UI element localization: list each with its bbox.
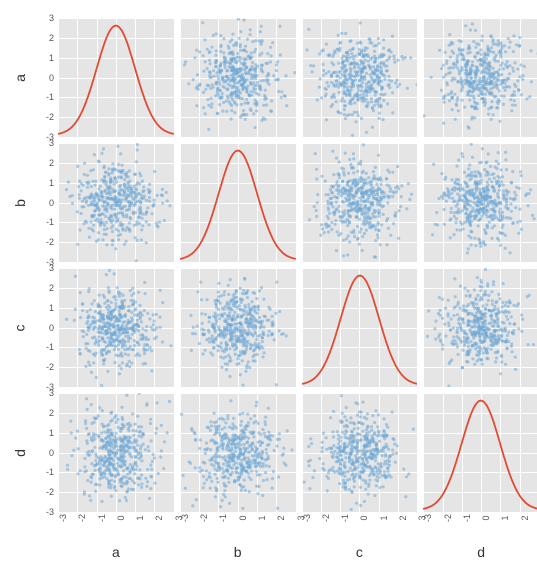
x-axis-label-c: c bbox=[302, 544, 418, 560]
ytick-label: 0 bbox=[36, 198, 54, 208]
kde-diag-d bbox=[423, 393, 537, 512]
ytick-label: -1 bbox=[36, 92, 54, 102]
xtick-label: 0 bbox=[359, 515, 369, 520]
ytick-label: -3 bbox=[36, 507, 54, 517]
xtick-label: 0 bbox=[481, 515, 491, 520]
scatter-c-vs-d bbox=[302, 393, 418, 512]
xtick-label: -1 bbox=[218, 514, 228, 522]
ytick-label: 1 bbox=[36, 428, 54, 438]
xtick-label: -3 bbox=[180, 514, 190, 522]
xtick-label: 1 bbox=[257, 515, 267, 520]
xtick-label: 1 bbox=[500, 515, 510, 520]
scatter-b-vs-a bbox=[180, 18, 296, 137]
xtick-label: -1 bbox=[340, 514, 350, 522]
kde-diag-b bbox=[180, 143, 296, 262]
scatter-c-vs-a bbox=[302, 18, 418, 137]
ytick-label: -1 bbox=[36, 467, 54, 477]
ytick-label: -2 bbox=[36, 362, 54, 372]
kde-line bbox=[58, 26, 174, 134]
xtick-label: 2 bbox=[520, 515, 530, 520]
ytick-label: 3 bbox=[36, 263, 54, 273]
scatter-a-vs-b bbox=[58, 143, 174, 262]
ytick-label: 1 bbox=[36, 178, 54, 188]
xtick-label: 1 bbox=[379, 515, 389, 520]
ytick-label: 2 bbox=[36, 33, 54, 43]
y-axis-label-d: d bbox=[12, 449, 28, 457]
xtick-label: -3 bbox=[302, 514, 312, 522]
ytick-label: 3 bbox=[36, 13, 54, 23]
xtick-label: -3 bbox=[58, 514, 68, 522]
ytick-label: 2 bbox=[36, 158, 54, 168]
kde-diag-c bbox=[302, 268, 418, 387]
xtick-label: 2 bbox=[154, 515, 164, 520]
ytick-label: -1 bbox=[36, 342, 54, 352]
scatter-d-vs-a bbox=[423, 18, 537, 137]
xtick-label: 2 bbox=[398, 515, 408, 520]
ytick-label: 0 bbox=[36, 448, 54, 458]
xtick-label: 2 bbox=[276, 515, 286, 520]
xtick-label: 1 bbox=[135, 515, 145, 520]
scatter-a-vs-c bbox=[58, 268, 174, 387]
ytick-label: 2 bbox=[36, 408, 54, 418]
x-axis-label-b: b bbox=[180, 544, 296, 560]
ytick-label: -1 bbox=[36, 217, 54, 227]
y-axis-label-c: c bbox=[12, 324, 28, 331]
scatter-d-vs-c bbox=[423, 268, 537, 387]
ytick-label: 3 bbox=[36, 138, 54, 148]
ytick-label: 2 bbox=[36, 283, 54, 293]
scatter-b-vs-c bbox=[180, 268, 296, 387]
xtick-label: 0 bbox=[116, 515, 126, 520]
kde-line bbox=[423, 401, 537, 509]
ytick-label: 0 bbox=[36, 323, 54, 333]
xtick-label: -1 bbox=[97, 514, 107, 522]
x-axis-label-a: a bbox=[58, 544, 174, 560]
y-axis-label-b: b bbox=[12, 199, 28, 207]
kde-line bbox=[180, 151, 296, 259]
ytick-label: -2 bbox=[36, 112, 54, 122]
scatter-d-vs-b bbox=[423, 143, 537, 262]
xtick-label: -2 bbox=[199, 514, 209, 522]
ytick-label: 3 bbox=[36, 388, 54, 398]
ytick-label: 0 bbox=[36, 73, 54, 83]
ytick-label: -2 bbox=[36, 237, 54, 247]
xtick-label: 0 bbox=[238, 515, 248, 520]
ytick-label: 1 bbox=[36, 53, 54, 63]
x-axis-label-d: d bbox=[423, 544, 537, 560]
kde-line bbox=[302, 276, 418, 384]
xtick-label: -2 bbox=[443, 514, 453, 522]
xtick-label: -1 bbox=[462, 514, 472, 522]
pair-plot-grid: -3 -2 -1 0 1 2 3 -3 -2 -1 0 1 2 3 -3 -2 -1 0 1 2 3 -3 -2 -1 0 1 2 3… bbox=[10, 10, 537, 564]
scatter-a-vs-d bbox=[58, 393, 174, 512]
y-axis-label-a: a bbox=[12, 74, 28, 82]
scatter-b-vs-d bbox=[180, 393, 296, 512]
xtick-label: -2 bbox=[77, 514, 87, 522]
xtick-label: -3 bbox=[423, 514, 433, 522]
ytick-label: 1 bbox=[36, 303, 54, 313]
kde-diag-a bbox=[58, 18, 174, 137]
xtick-label: -2 bbox=[321, 514, 331, 522]
ytick-label: -2 bbox=[36, 487, 54, 497]
scatter-c-vs-b bbox=[302, 143, 418, 262]
